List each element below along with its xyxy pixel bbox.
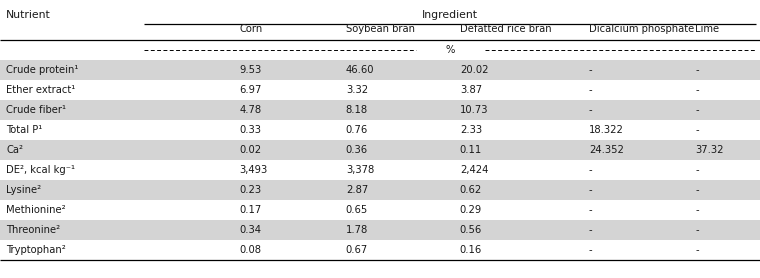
Text: -: - <box>589 225 593 235</box>
Text: 46.60: 46.60 <box>346 65 374 75</box>
Text: 0.11: 0.11 <box>460 145 482 155</box>
Text: Dicalcium phosphate: Dicalcium phosphate <box>589 24 694 34</box>
Text: 0.36: 0.36 <box>346 145 368 155</box>
Text: 0.76: 0.76 <box>346 125 368 135</box>
Text: Soybean bran: Soybean bran <box>346 24 415 34</box>
Text: 4.78: 4.78 <box>239 105 261 115</box>
Text: Tryptophan²: Tryptophan² <box>6 245 66 255</box>
Text: 2.87: 2.87 <box>346 185 368 195</box>
Text: 2,424: 2,424 <box>460 165 488 175</box>
Text: Crude fiber¹: Crude fiber¹ <box>6 105 66 115</box>
Text: -: - <box>589 185 593 195</box>
Text: -: - <box>695 185 699 195</box>
Text: 0.65: 0.65 <box>346 205 368 215</box>
Bar <box>0 100 760 120</box>
Text: -: - <box>695 245 699 255</box>
Text: 2.33: 2.33 <box>460 125 482 135</box>
Text: 3,493: 3,493 <box>239 165 268 175</box>
Text: 24.352: 24.352 <box>589 145 624 155</box>
Text: Ca²: Ca² <box>6 145 23 155</box>
Text: 9.53: 9.53 <box>239 65 261 75</box>
Text: 0.62: 0.62 <box>460 185 482 195</box>
Text: %: % <box>445 45 455 55</box>
Text: 0.34: 0.34 <box>239 225 261 235</box>
Bar <box>0 60 760 80</box>
Text: -: - <box>695 205 699 215</box>
Text: Ingredient: Ingredient <box>423 10 478 20</box>
Text: 20.02: 20.02 <box>460 65 488 75</box>
Text: Lysine²: Lysine² <box>6 185 41 195</box>
Text: 8.18: 8.18 <box>346 105 368 115</box>
Text: 3.32: 3.32 <box>346 85 368 95</box>
Text: Corn: Corn <box>239 24 263 34</box>
Text: 0.33: 0.33 <box>239 125 261 135</box>
Text: -: - <box>589 245 593 255</box>
Bar <box>0 180 760 200</box>
Text: 18.322: 18.322 <box>589 125 624 135</box>
Text: Ether extract¹: Ether extract¹ <box>6 85 75 95</box>
Text: Nutrient: Nutrient <box>6 10 51 20</box>
Text: Defatted rice bran: Defatted rice bran <box>460 24 552 34</box>
Text: 0.16: 0.16 <box>460 245 482 255</box>
Text: Lime: Lime <box>695 24 720 34</box>
Text: Crude protein¹: Crude protein¹ <box>6 65 78 75</box>
Text: 0.17: 0.17 <box>239 205 261 215</box>
Text: 0.02: 0.02 <box>239 145 261 155</box>
Text: -: - <box>589 65 593 75</box>
Text: 0.67: 0.67 <box>346 245 368 255</box>
Text: Total P¹: Total P¹ <box>6 125 43 135</box>
Bar <box>0 140 760 160</box>
Text: 10.73: 10.73 <box>460 105 488 115</box>
Text: Methionine²: Methionine² <box>6 205 65 215</box>
Text: -: - <box>695 165 699 175</box>
Text: 6.97: 6.97 <box>239 85 261 95</box>
Text: 3,378: 3,378 <box>346 165 374 175</box>
Text: 3.87: 3.87 <box>460 85 482 95</box>
Text: 0.23: 0.23 <box>239 185 261 195</box>
Text: -: - <box>695 225 699 235</box>
Text: -: - <box>589 205 593 215</box>
Text: -: - <box>589 85 593 95</box>
Text: -: - <box>589 165 593 175</box>
Text: -: - <box>695 85 699 95</box>
Text: -: - <box>695 65 699 75</box>
Text: 1.78: 1.78 <box>346 225 368 235</box>
Bar <box>0 220 760 240</box>
Text: 37.32: 37.32 <box>695 145 724 155</box>
Text: -: - <box>589 105 593 115</box>
Text: -: - <box>695 125 699 135</box>
Text: Threonine²: Threonine² <box>6 225 60 235</box>
Text: -: - <box>695 105 699 115</box>
Text: 0.29: 0.29 <box>460 205 482 215</box>
Text: 0.56: 0.56 <box>460 225 482 235</box>
Text: 0.08: 0.08 <box>239 245 261 255</box>
Text: DE², kcal kg⁻¹: DE², kcal kg⁻¹ <box>6 165 75 175</box>
